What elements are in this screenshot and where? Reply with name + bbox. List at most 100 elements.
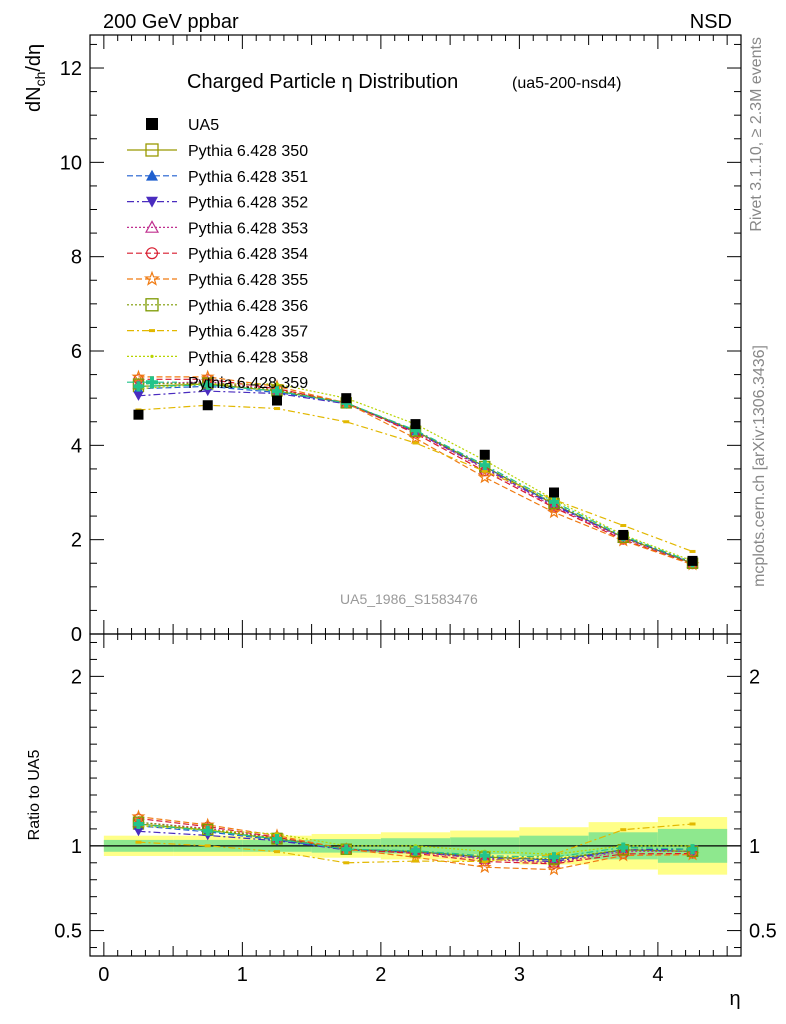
legend: UA5 Pythia 6.428 350 Pythia 6.428 351 Pythi… [127, 117, 308, 392]
ratio-point-3 [547, 856, 561, 868]
rivet-label: Rivet 3.1.10, ≥ 2.3M events [748, 37, 765, 232]
ratio-point-5 [616, 848, 631, 862]
x-tick-label: 4 [652, 964, 663, 986]
legend-marker-data [146, 118, 158, 130]
legend-marker-6 [145, 298, 159, 312]
ratio-y-tick-label: 1 [71, 836, 82, 858]
ratio-point-7 [481, 859, 488, 863]
data-point [202, 400, 213, 411]
series-point-2 [202, 387, 213, 397]
series-line-2 [138, 390, 693, 563]
ratio-point-7 [689, 822, 696, 826]
series-line-1 [138, 385, 693, 564]
legend-label-2: Pythia 6.428 352 [188, 195, 308, 212]
series-point-7 [481, 469, 488, 473]
series-line-3 [138, 381, 693, 564]
ratio-y-tick-label-right: 2 [749, 666, 760, 688]
x-tick-label: 0 [98, 964, 109, 986]
legend-marker-0 [145, 143, 159, 157]
data-point [271, 395, 282, 406]
series-point-5 [477, 470, 492, 484]
ratio-y-tick-label-right: 0.5 [749, 921, 777, 943]
legend-label-0: Pythia 6.428 350 [188, 143, 308, 160]
legend-label-data: UA5 [188, 117, 219, 134]
legend-label-9: Pythia 6.428 359 [188, 375, 308, 392]
data-point [549, 487, 560, 498]
header-right: NSD [690, 11, 732, 33]
legend-label-1: Pythia 6.428 351 [188, 169, 308, 186]
series-point-7 [620, 524, 627, 528]
svg-text:dNch/dη: dNch/dη [23, 44, 48, 112]
series-point-5 [547, 504, 561, 519]
series-line-9 [138, 384, 693, 563]
ratio-point-9 [271, 833, 282, 844]
series-point-9 [410, 425, 421, 436]
ratio-point-7 [412, 859, 419, 863]
ylabel-sub: ch [32, 72, 48, 87]
y-tick-label: 2 [71, 530, 82, 552]
x-tick-label: 2 [375, 964, 386, 986]
legend-marker-7 [149, 329, 155, 333]
legend-marker-9 [146, 376, 158, 389]
y-axis-label: dNch/dη [23, 44, 48, 112]
ratio-point-7 [135, 840, 142, 844]
ratio-panel: 0.5 0.5 1 1 2 2 0 1 2 3 4 Ratio to UA5 η [26, 633, 777, 1010]
series-point-7 [273, 407, 280, 411]
y-tick-label: 0 [71, 624, 82, 646]
series-point-9 [479, 460, 490, 471]
chart-title: Charged Particle η Distribution [187, 71, 458, 93]
series-point-8 [275, 382, 279, 386]
legend-label-8: Pythia 6.428 358 [188, 349, 308, 366]
ratio-point-7 [620, 828, 627, 832]
series-point-7 [343, 420, 350, 424]
ratio-y-tick-label-right: 1 [749, 836, 760, 858]
ratio-y-tick-label: 0.5 [54, 921, 82, 943]
series-line-8 [138, 383, 693, 562]
data-point [479, 449, 490, 460]
series-line-0 [138, 383, 693, 564]
series-point-3 [547, 500, 561, 512]
ratio-point-9 [133, 818, 144, 829]
y-tick-label: 6 [71, 341, 82, 363]
ratio-point-7 [204, 844, 211, 848]
series-point-9 [271, 386, 282, 397]
ratio-point-7 [343, 861, 350, 865]
series-point-9 [133, 381, 144, 392]
ratio-point-9 [549, 852, 560, 863]
series-point-7 [689, 549, 696, 553]
ratio-frame [89, 633, 742, 957]
data-point [341, 393, 352, 404]
series-point-9 [202, 379, 213, 390]
ratio-point-7 [273, 850, 280, 854]
legend-label-4: Pythia 6.428 354 [188, 246, 308, 263]
legend-marker-8 [150, 354, 154, 358]
y-tick-label: 12 [60, 58, 82, 80]
legend-label-6: Pythia 6.428 356 [188, 298, 308, 315]
ratio-line-7 [138, 823, 693, 864]
y-tick-label: 4 [71, 435, 82, 457]
ylabel-tail: /dη [23, 44, 45, 72]
series-line-5 [138, 376, 693, 566]
series-point-9 [549, 496, 560, 507]
series-point-7 [412, 441, 419, 445]
data-point [687, 555, 698, 566]
ratio-point-5 [477, 859, 492, 874]
y-tick-label: 8 [71, 247, 82, 269]
y-tick-label: 10 [60, 152, 82, 174]
ratio-point-2 [202, 831, 213, 841]
legend-label-3: Pythia 6.428 353 [188, 220, 308, 237]
ratio-line-2 [138, 830, 693, 863]
x-tick-label: 1 [237, 964, 248, 986]
ratio-point-9 [410, 845, 421, 856]
legend-marker-5 [144, 270, 160, 286]
ratio-point-5 [131, 809, 146, 823]
legend-marker-3 [144, 220, 160, 233]
x-axis-label: η [729, 988, 740, 1010]
watermark: UA5_1986_S1583476 [340, 591, 478, 607]
ratio-point-9 [687, 844, 698, 855]
ratio-line-5 [138, 816, 693, 871]
ratio-point-9 [618, 842, 629, 853]
ratio-point-9 [341, 844, 352, 855]
ratio-line-6 [138, 821, 693, 860]
